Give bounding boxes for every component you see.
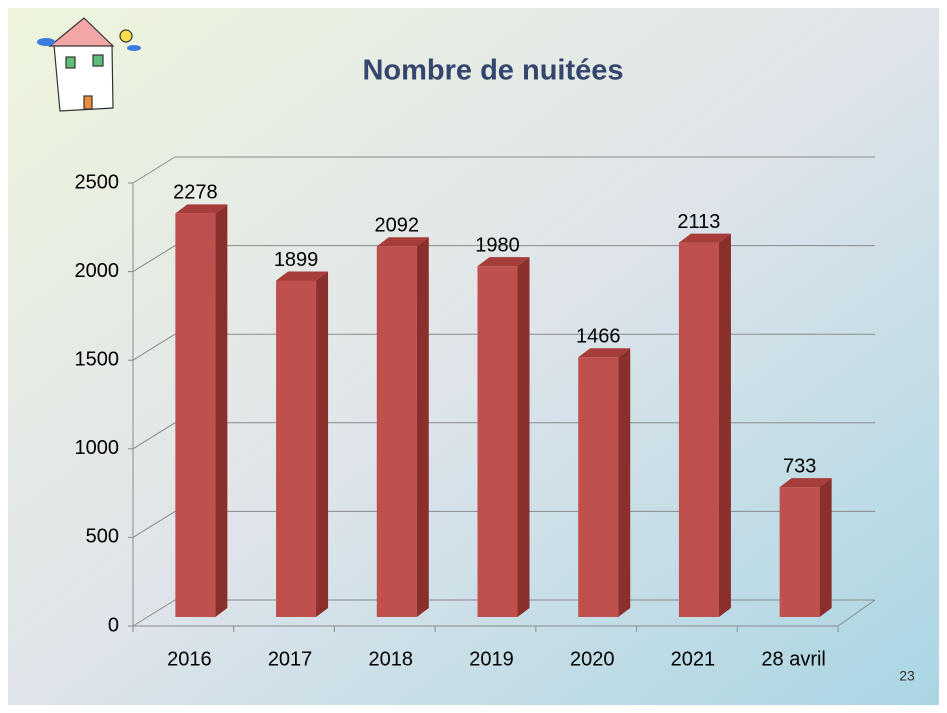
bar xyxy=(175,204,227,617)
x-tick-label: 2020 xyxy=(570,648,615,670)
bar-front xyxy=(578,357,618,617)
slide: Nombre de nuitées 23 0 500 1000 1500 2000 250… xyxy=(0,0,947,713)
page: Nombre de nuitées 23 0 500 1000 1500 2000 250… xyxy=(0,0,947,713)
chart-title: Nombre de nuitées xyxy=(362,55,623,87)
bar-side xyxy=(215,204,227,617)
y-tick-label: 0 xyxy=(108,614,119,636)
data-label: 2092 xyxy=(375,215,420,237)
bar xyxy=(578,348,630,617)
bar-side xyxy=(518,257,530,617)
x-tick-label: 2017 xyxy=(268,648,313,670)
data-label: 2113 xyxy=(677,211,720,233)
bar-front xyxy=(377,246,417,617)
y-tick-label: 1000 xyxy=(75,437,120,459)
data-label: 733 xyxy=(783,455,816,477)
bar-front xyxy=(276,280,316,617)
x-tick-label: 2016 xyxy=(167,648,212,670)
x-tick-label: 2021 xyxy=(671,648,716,670)
y-tick-label: 500 xyxy=(86,526,119,548)
bar-front xyxy=(780,487,820,617)
data-label: 1466 xyxy=(576,326,621,348)
y-tick-label: 2500 xyxy=(75,171,120,193)
x-tick-label: 2018 xyxy=(369,648,414,670)
bar xyxy=(276,271,328,617)
bar-side xyxy=(417,237,429,617)
slide-number: 23 xyxy=(899,668,915,684)
y-tick-label: 1500 xyxy=(75,348,120,370)
bar-side xyxy=(719,234,731,617)
bar-side xyxy=(316,271,328,617)
data-label: 2278 xyxy=(173,182,218,204)
bar xyxy=(377,237,429,617)
y-tick-label: 2000 xyxy=(75,260,120,282)
bar-front xyxy=(478,266,518,617)
bar-side xyxy=(820,478,832,617)
bar xyxy=(780,478,832,617)
data-label: 1980 xyxy=(475,234,520,256)
bar-front xyxy=(175,213,215,617)
bar xyxy=(478,257,530,617)
data-label: 1899 xyxy=(274,249,319,271)
x-tick-label: 28 avril xyxy=(761,648,825,670)
bar-front xyxy=(679,243,719,617)
bar xyxy=(679,234,731,617)
x-tick-label: 2019 xyxy=(469,648,514,670)
bar-side xyxy=(618,348,630,617)
